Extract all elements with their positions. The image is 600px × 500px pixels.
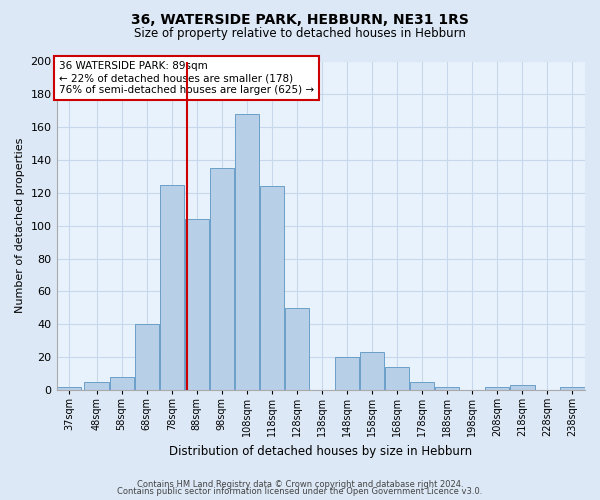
Bar [235,114,259,390]
Bar [285,308,309,390]
Bar [134,324,159,390]
Text: 36 WATERSIDE PARK: 89sqm
← 22% of detached houses are smaller (178)
76% of semi-: 36 WATERSIDE PARK: 89sqm ← 22% of detach… [59,62,314,94]
Bar [435,386,460,390]
Bar [560,386,584,390]
Bar [335,357,359,390]
Y-axis label: Number of detached properties: Number of detached properties [15,138,25,314]
Bar [485,386,509,390]
Text: Contains public sector information licensed under the Open Government Licence v3: Contains public sector information licen… [118,487,482,496]
Bar [385,367,409,390]
Text: Size of property relative to detached houses in Hebburn: Size of property relative to detached ho… [134,28,466,40]
Text: 36, WATERSIDE PARK, HEBBURN, NE31 1RS: 36, WATERSIDE PARK, HEBBURN, NE31 1RS [131,12,469,26]
Bar [260,186,284,390]
Bar [85,382,109,390]
Bar [510,385,535,390]
X-axis label: Distribution of detached houses by size in Hebburn: Distribution of detached houses by size … [169,444,472,458]
Bar [57,386,81,390]
Bar [209,168,234,390]
Bar [360,352,384,390]
Bar [160,184,184,390]
Bar [410,382,434,390]
Bar [110,376,134,390]
Text: Contains HM Land Registry data © Crown copyright and database right 2024.: Contains HM Land Registry data © Crown c… [137,480,463,489]
Bar [185,219,209,390]
